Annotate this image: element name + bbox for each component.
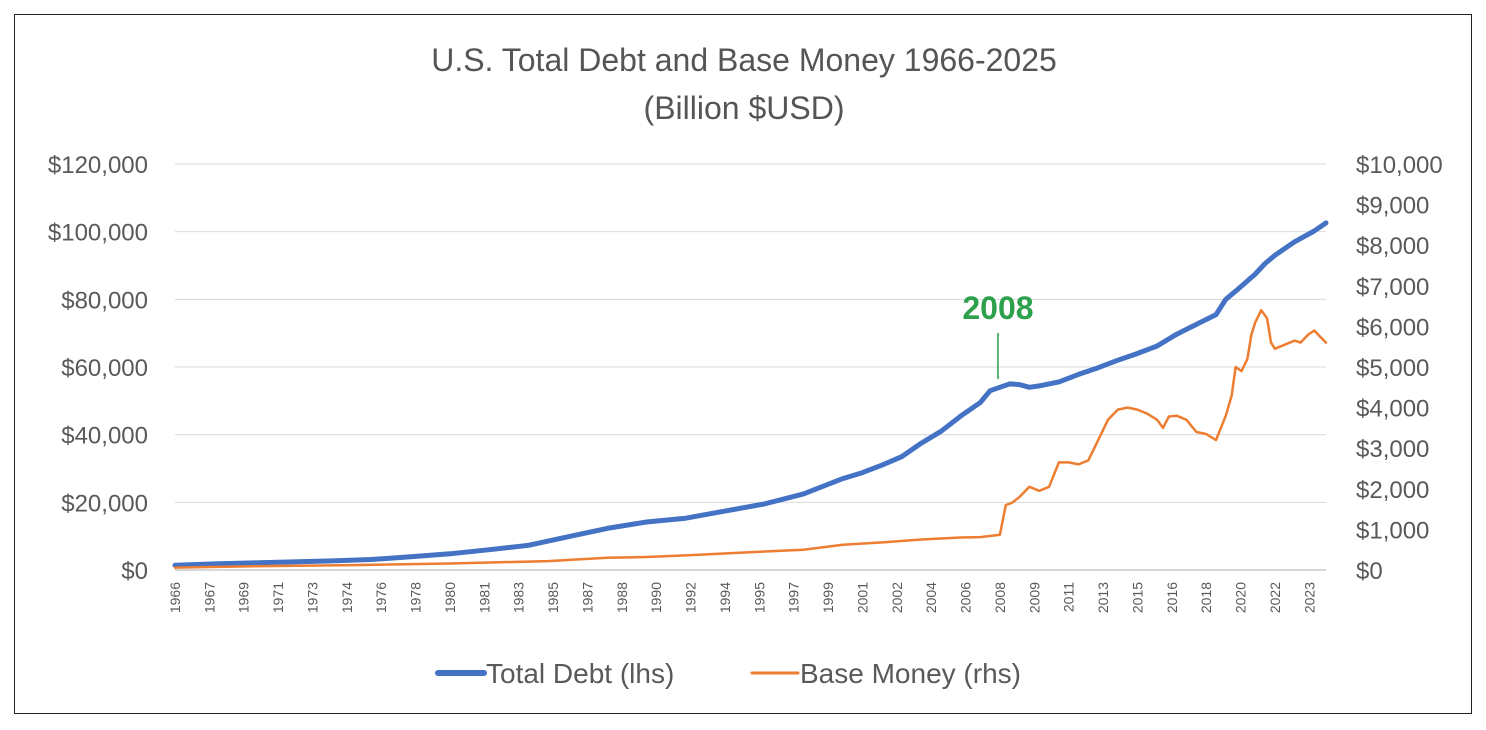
right-tick-label: $7,000	[1356, 274, 1429, 301]
legend-base-money-label: Base Money (rhs)	[800, 658, 1021, 689]
x-tick-label: 1992	[683, 582, 699, 613]
right-tick-label: $3,000	[1356, 436, 1429, 463]
x-tick-label: 1981	[476, 582, 492, 613]
left-tick-label: $0	[121, 558, 148, 585]
legend: Total Debt (lhs) Base Money (rhs)	[435, 658, 1021, 689]
x-tick-label: 2023	[1301, 582, 1317, 613]
x-tick-label: 2002	[889, 582, 905, 613]
x-tick-label: 1966	[167, 582, 183, 613]
left-tick-label: $60,000	[61, 355, 148, 382]
left-tick-label: $40,000	[61, 423, 148, 450]
x-tick-label: 2008	[992, 582, 1008, 613]
total-debt-line	[172, 220, 1329, 568]
x-tick-label: 2009	[1026, 582, 1042, 613]
x-tick-label: 2016	[1164, 582, 1180, 613]
x-tick-label: 2015	[1129, 582, 1145, 613]
right-tick-label: $0	[1356, 558, 1383, 585]
x-tick-label: 2020	[1233, 582, 1249, 613]
x-tick-label: 1969	[236, 582, 252, 613]
series-lines	[172, 220, 1329, 569]
x-tick-label: 1987	[579, 582, 595, 613]
x-tick-label: 2004	[923, 582, 939, 613]
x-tick-label: 2018	[1198, 582, 1214, 613]
x-axis: 1966 1967 1969 1971 1973 1974 1976 1978 1980 1981…	[167, 569, 1326, 613]
x-tick-label: 1999	[820, 582, 836, 613]
x-tick-label: 1976	[373, 582, 389, 613]
x-tick-label: 1995	[751, 582, 767, 613]
x-tick-label: 2022	[1267, 582, 1283, 613]
x-tick-label: 1994	[717, 582, 733, 613]
right-tick-label: $8,000	[1356, 233, 1429, 260]
x-tick-label: 1980	[442, 582, 458, 613]
annotation-2008-label: 2008	[962, 290, 1033, 326]
right-tick-label: $6,000	[1356, 314, 1429, 341]
annotations: 2008	[962, 290, 1034, 379]
right-tick-label: $2,000	[1356, 477, 1429, 504]
right-tick-label: $1,000	[1356, 517, 1429, 544]
x-tick-label: 1985	[545, 582, 561, 613]
right-tick-label: $5,000	[1356, 355, 1429, 382]
x-tick-label: 1973	[304, 582, 320, 613]
x-tick-label: 1988	[614, 582, 630, 613]
chart-subtitle: (Billion $USD)	[644, 90, 845, 126]
left-y-axis: $0 $20,000 $40,000 $60,000 $80,000 $100,000 $1…	[48, 152, 148, 585]
left-tick-label: $20,000	[61, 490, 148, 517]
left-tick-label: $120,000	[48, 152, 148, 179]
chart-frame	[14, 14, 1472, 714]
x-tick-label: 2013	[1095, 582, 1111, 613]
right-y-axis: $0 $1,000 $2,000 $3,000 $4,000 $5,000 $6,000 $7…	[1356, 152, 1443, 585]
x-tick-label: 2001	[854, 582, 870, 613]
chart-title: U.S. Total Debt and Base Money 1966-2025	[431, 42, 1057, 78]
x-tick-label: 1978	[408, 582, 424, 613]
left-tick-label: $80,000	[61, 287, 148, 314]
gridlines	[175, 163, 1326, 503]
x-tick-label: 1983	[511, 582, 527, 613]
x-tick-label: 1971	[270, 582, 286, 613]
right-tick-label: $9,000	[1356, 193, 1429, 220]
x-tick-label: 1990	[648, 582, 664, 613]
right-tick-label: $10,000	[1356, 152, 1443, 179]
left-tick-label: $100,000	[48, 220, 148, 247]
x-tick-label: 2011	[1061, 582, 1077, 612]
x-tick-label: 1974	[339, 582, 355, 613]
right-tick-label: $4,000	[1356, 396, 1429, 423]
base-money-line	[173, 308, 1328, 569]
x-tick-label: 1997	[786, 582, 802, 613]
x-tick-label: 2006	[958, 582, 974, 613]
legend-total-debt-label: Total Debt (lhs)	[486, 658, 674, 689]
x-tick-label: 1967	[201, 582, 217, 613]
